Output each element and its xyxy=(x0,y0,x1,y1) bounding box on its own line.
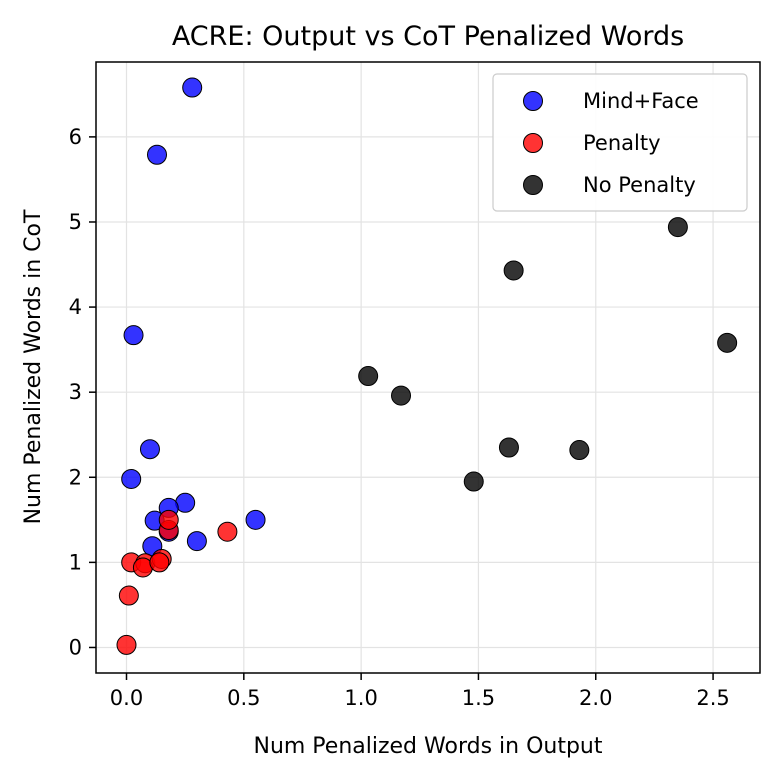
y-axis-ticks: 0 1 2 3 4 5 6 xyxy=(69,125,96,659)
point-mind-face xyxy=(182,77,203,98)
legend-label-penalty: Penalty xyxy=(583,131,661,155)
point-no-penalty xyxy=(569,440,590,461)
x-tick-label: 2.0 xyxy=(579,686,612,710)
y-tick-label: 3 xyxy=(69,380,82,404)
y-tick-label: 4 xyxy=(69,295,82,319)
x-tick-label: 1.5 xyxy=(462,686,495,710)
point-mind-face xyxy=(186,531,207,552)
point-no-penalty xyxy=(717,332,738,353)
legend-marker-mind-face xyxy=(523,91,543,111)
chart-title: ACRE: Output vs CoT Penalized Words xyxy=(172,21,684,52)
point-penalty xyxy=(149,552,170,573)
point-mind-face xyxy=(245,509,266,530)
point-no-penalty xyxy=(463,471,484,492)
x-axis-label: Num Penalized Words in Output xyxy=(253,734,602,759)
point-no-penalty xyxy=(503,260,524,281)
x-tick-label: 2.5 xyxy=(696,686,729,710)
legend: Mind+Face Penalty No Penalty xyxy=(492,73,748,212)
legend-marker-no-penalty xyxy=(523,175,543,195)
y-tick-label: 2 xyxy=(69,465,82,489)
x-tick-label: 1.0 xyxy=(344,686,377,710)
y-tick-label: 0 xyxy=(69,635,82,659)
data-points xyxy=(116,77,738,655)
legend-label-mind-face: Mind+Face xyxy=(583,89,699,113)
y-tick-label: 6 xyxy=(69,125,82,149)
point-no-penalty xyxy=(667,217,688,238)
x-axis-ticks: 0.0 0.5 1.0 1.5 2.0 2.5 xyxy=(110,673,730,710)
y-tick-label: 1 xyxy=(69,550,82,574)
point-penalty xyxy=(217,521,238,542)
legend-marker-penalty xyxy=(523,133,543,153)
y-axis-label: Num Penalized Words in CoT xyxy=(21,209,46,524)
point-no-penalty xyxy=(391,385,412,406)
x-tick-label: 0.0 xyxy=(110,686,143,710)
y-tick-label: 5 xyxy=(69,210,82,234)
legend-label-no-penalty: No Penalty xyxy=(583,173,696,197)
legend-box xyxy=(492,73,748,212)
x-tick-label: 0.5 xyxy=(227,686,260,710)
point-penalty xyxy=(116,634,137,655)
point-no-penalty xyxy=(498,437,519,458)
point-penalty xyxy=(118,585,139,606)
point-mind-face xyxy=(139,439,160,460)
point-mind-face xyxy=(121,468,142,489)
point-mind-face xyxy=(147,144,168,165)
point-mind-face xyxy=(123,325,144,346)
point-penalty xyxy=(158,509,179,530)
point-no-penalty xyxy=(358,366,379,387)
plot-frame xyxy=(95,61,761,674)
